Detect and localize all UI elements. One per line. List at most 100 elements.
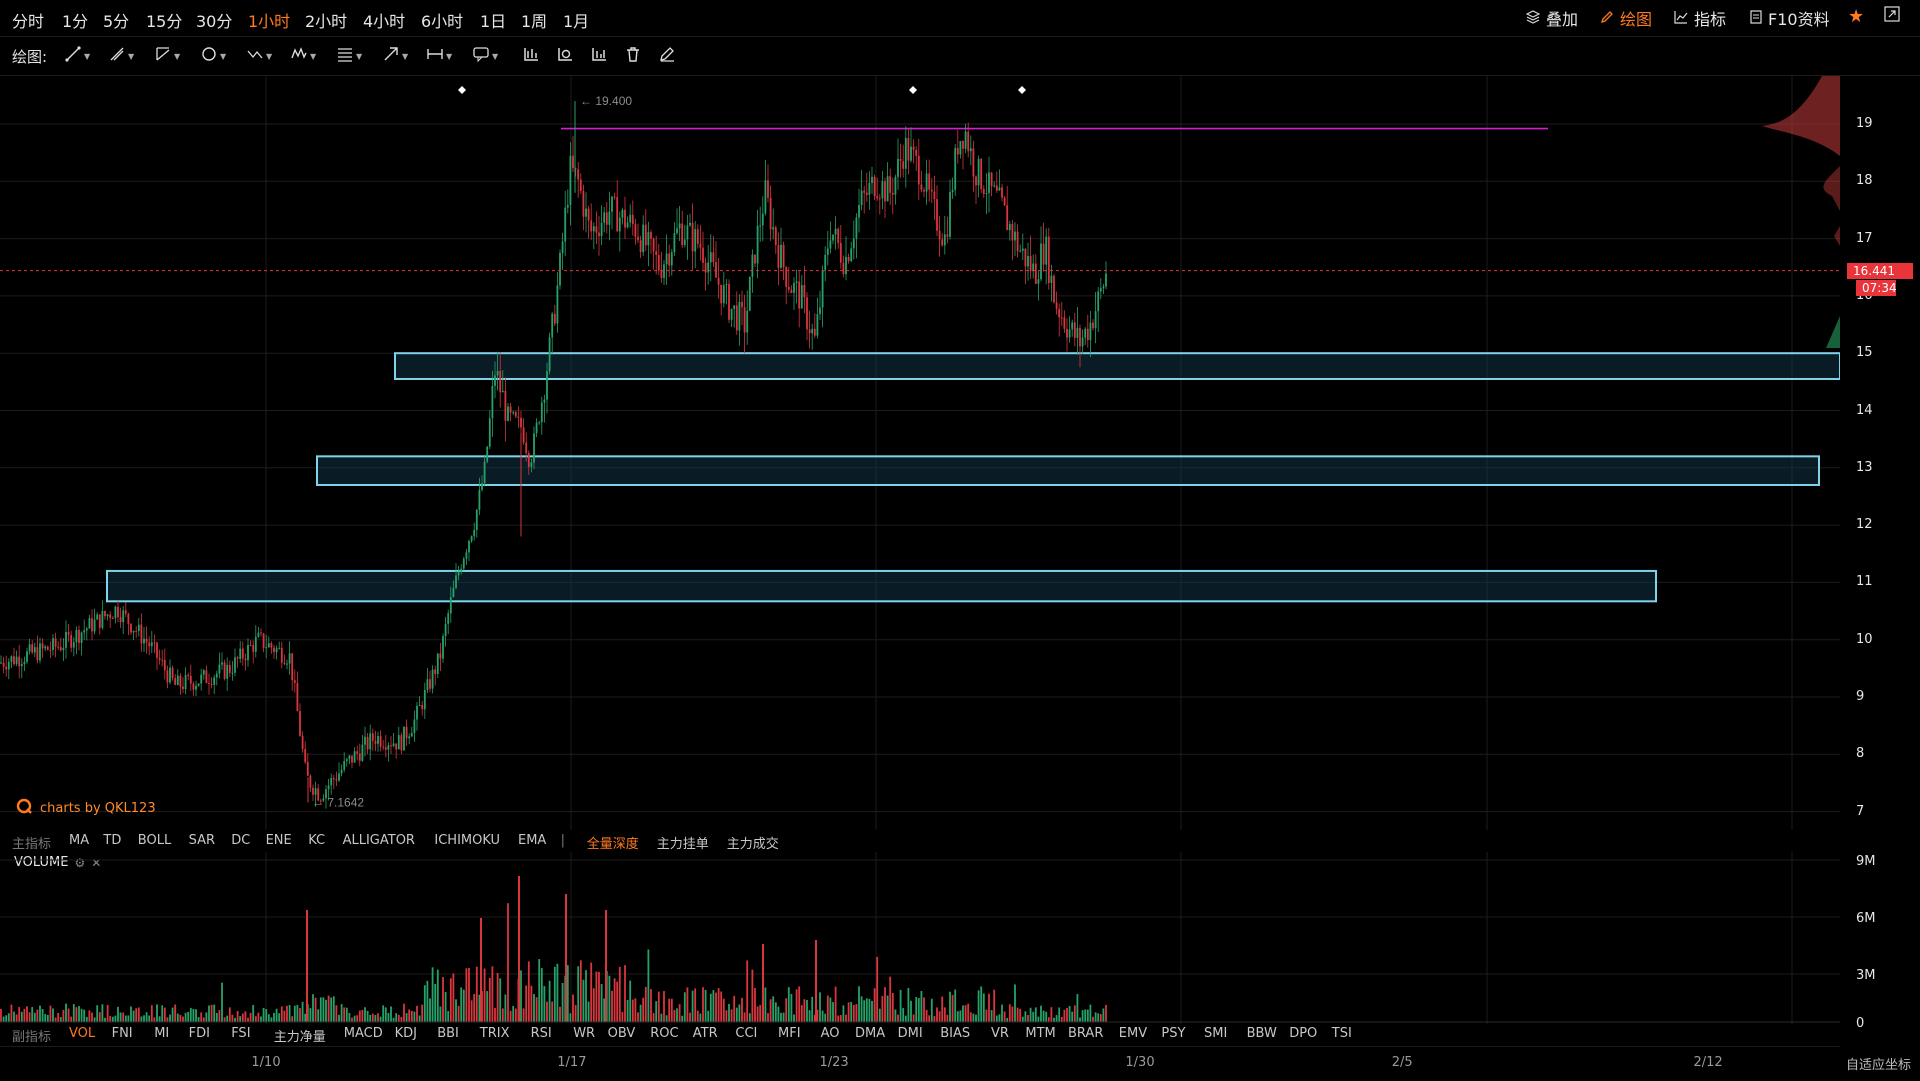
circle-icon: [200, 45, 218, 67]
annotation-tool[interactable]: ▼: [472, 46, 502, 66]
document-icon: [1750, 9, 1762, 28]
timeframe-4[interactable]: 30分: [196, 12, 233, 31]
indicator-emv[interactable]: EMV: [1118, 1026, 1148, 1041]
volume-axis[interactable]: 9M 6M 3M 0: [1842, 852, 1920, 1031]
wave-tool[interactable]: ▼: [290, 46, 320, 66]
event-marker-1[interactable]: [909, 86, 917, 94]
support-zone-0[interactable]: [394, 352, 1840, 380]
arrow-tool[interactable]: ▼: [382, 46, 412, 66]
event-marker-0[interactable]: [458, 86, 466, 94]
indicator-atr[interactable]: ATR: [692, 1026, 718, 1041]
indicator-bias[interactable]: BIAS: [940, 1026, 971, 1041]
fibonacci-icon: [336, 45, 354, 67]
indicator-ema[interactable]: EMA: [518, 833, 547, 848]
date-axis[interactable]: 1/10 1/17 1/23 1/30 2/5 2/12: [0, 1046, 1840, 1081]
event-marker-2[interactable]: [1018, 86, 1026, 94]
lock-drawings-button[interactable]: [658, 46, 688, 66]
brand-text: charts by QKL123: [40, 800, 156, 816]
indicator-psy[interactable]: PSY: [1161, 1026, 1186, 1041]
indicator-cci[interactable]: CCI: [735, 1026, 758, 1041]
indicator-extra-2[interactable]: 主力成交: [726, 837, 779, 852]
auto-scale-toggle[interactable]: 自适应坐标: [1846, 1058, 1912, 1073]
timeframe-3[interactable]: 15分: [146, 12, 183, 31]
timeframe-1[interactable]: 1分: [62, 12, 89, 31]
timeframe-10[interactable]: 1周: [521, 12, 548, 31]
ray-tool[interactable]: ▼: [108, 46, 138, 66]
indicator-fni[interactable]: FNI: [111, 1026, 133, 1041]
indicator-mi[interactable]: MI: [154, 1026, 170, 1041]
indicator-bbi[interactable]: BBI: [437, 1026, 459, 1041]
timeframe-8[interactable]: 6小时: [421, 12, 464, 31]
indicator-trix[interactable]: TRIX: [479, 1026, 510, 1041]
volume-tick: 0: [1856, 1016, 1865, 1031]
timeframe-0[interactable]: 分时: [12, 12, 45, 31]
indicator-kc[interactable]: KC: [308, 833, 326, 848]
indicator-dpo[interactable]: DPO: [1289, 1026, 1318, 1041]
bars-pattern-tool[interactable]: [522, 46, 552, 66]
overlay-button[interactable]: 叠加: [1525, 6, 1578, 30]
favorite-button[interactable]: ★: [1848, 6, 1864, 27]
indicator-ichimoku[interactable]: ICHIMOKU: [434, 833, 501, 848]
indicators-button[interactable]: 指标: [1674, 6, 1726, 30]
indicator-sar[interactable]: SAR: [188, 833, 216, 848]
timeframe-6[interactable]: 2小时: [305, 12, 348, 31]
close-icon[interactable]: ✕: [91, 855, 102, 870]
indicator-wr[interactable]: WR: [573, 1026, 596, 1041]
indicator-dc[interactable]: DC: [231, 833, 251, 848]
indicator-mtm[interactable]: MTM: [1025, 1026, 1056, 1041]
indicator-td[interactable]: TD: [103, 833, 122, 848]
price-tick: 11: [1856, 574, 1873, 590]
price-range-tool[interactable]: [590, 46, 620, 66]
indicator-vol[interactable]: VOL: [69, 1026, 96, 1041]
timeframe-5[interactable]: 1小时: [248, 12, 291, 31]
indicator-obv[interactable]: OBV: [607, 1026, 636, 1041]
f10-button[interactable]: F10资料: [1750, 6, 1830, 30]
indicator-rsi[interactable]: RSI: [530, 1026, 552, 1041]
pattern-tool[interactable]: ▼: [246, 46, 276, 66]
support-zone-1[interactable]: [316, 455, 1820, 486]
timeframe-2[interactable]: 5分: [103, 12, 130, 31]
date-tick: 2/5: [1391, 1055, 1413, 1070]
indicator-extra-0[interactable]: 全量深度: [586, 837, 639, 852]
forecast-tool[interactable]: [556, 46, 586, 66]
indicator-主力净量[interactable]: 主力净量: [273, 1030, 326, 1045]
indicator-brar[interactable]: BRAR: [1068, 1026, 1104, 1041]
indicator-ma[interactable]: MA: [69, 833, 90, 848]
candlestick-chart[interactable]: ← 19.400 ← 7.1642: [0, 76, 1840, 830]
indicator-vr[interactable]: VR: [991, 1026, 1009, 1041]
indicator-kdj[interactable]: KDJ: [394, 1026, 417, 1041]
price-axis[interactable]: 19181716151413121110987: [1842, 76, 1920, 830]
timeframe-7[interactable]: 4小时: [363, 12, 406, 31]
indicator-roc[interactable]: ROC: [650, 1026, 679, 1041]
support-zone-2[interactable]: [106, 569, 1657, 603]
circle-tool[interactable]: ▼: [200, 46, 230, 66]
indicator-ao[interactable]: AO: [820, 1026, 840, 1041]
fibonacci-tool[interactable]: ▼: [336, 46, 366, 66]
trendline-tool[interactable]: ▼: [64, 46, 94, 66]
indicator-dma[interactable]: DMA: [855, 1026, 886, 1041]
settings-icon[interactable]: ⚙: [74, 855, 86, 870]
indicator-fsi[interactable]: FSI: [231, 1026, 251, 1041]
layers-icon: [1525, 9, 1541, 28]
volume-chart[interactable]: [0, 852, 1840, 1024]
indicator-ene[interactable]: ENE: [265, 833, 292, 848]
draw-button[interactable]: 绘图: [1600, 6, 1652, 30]
channel-tool[interactable]: ▼: [154, 46, 184, 66]
indicator-tsi[interactable]: TSI: [1331, 1026, 1352, 1041]
delete-drawings-button[interactable]: [624, 46, 654, 66]
indicator-macd[interactable]: MACD: [343, 1026, 383, 1041]
fullscreen-button[interactable]: [1884, 6, 1900, 26]
indicator-boll[interactable]: BOLL: [137, 833, 172, 848]
measure-tool[interactable]: ▼: [426, 46, 456, 66]
timeframe-11[interactable]: 1月: [563, 12, 590, 31]
indicator-alligator[interactable]: ALLIGATOR: [342, 833, 415, 848]
price-tick: 14: [1856, 402, 1873, 418]
indicator-extra-1[interactable]: 主力挂单: [656, 837, 709, 852]
indicator-fdi[interactable]: FDI: [188, 1026, 210, 1041]
indicator-smi[interactable]: SMI: [1204, 1026, 1228, 1041]
indicator-mfi[interactable]: MFI: [778, 1026, 801, 1041]
timeframe-9[interactable]: 1日: [480, 12, 507, 31]
current-price-label: 16.441: [1847, 262, 1913, 279]
indicator-bbw[interactable]: BBW: [1246, 1026, 1277, 1041]
indicator-dmi[interactable]: DMI: [897, 1026, 923, 1041]
